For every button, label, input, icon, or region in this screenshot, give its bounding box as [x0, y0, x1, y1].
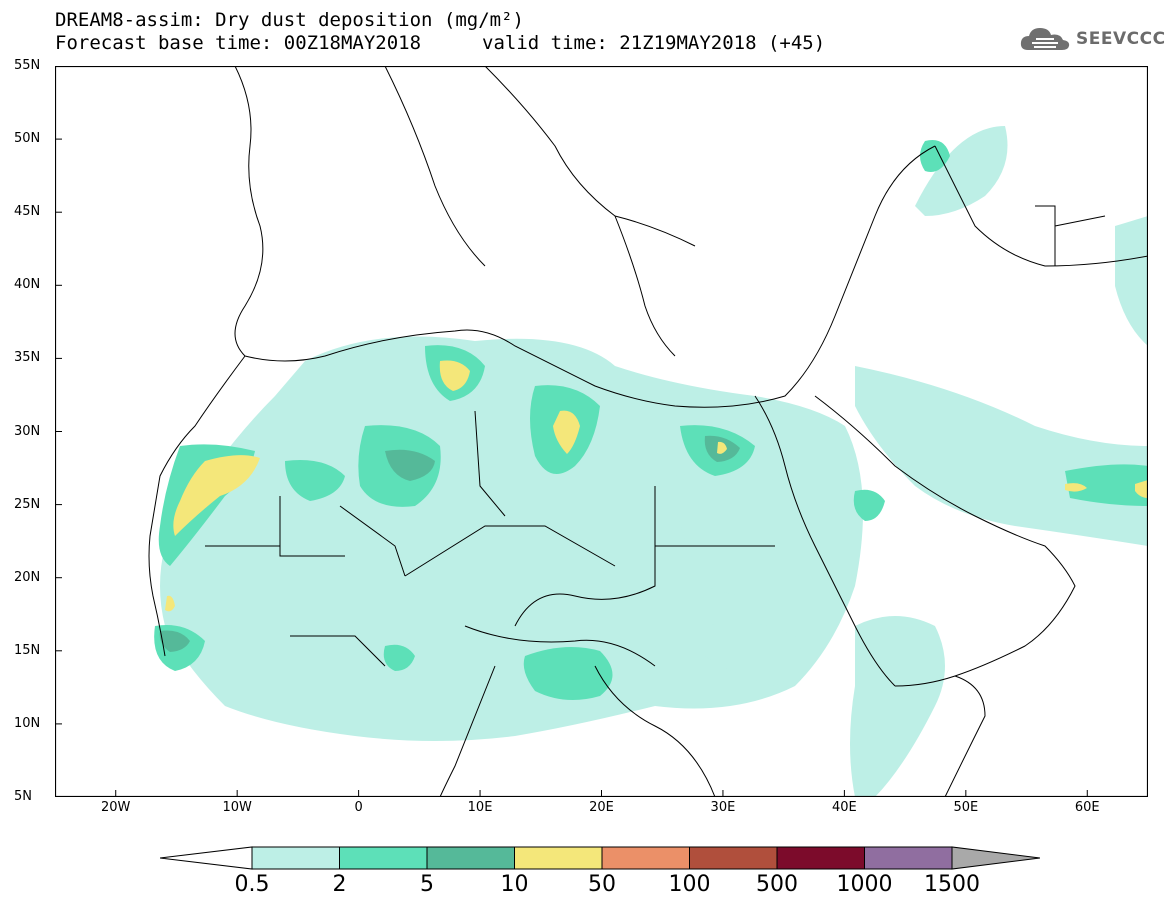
- lon-label: 10W: [222, 800, 252, 815]
- colorbar-swatch: [864, 846, 953, 870]
- colorbar-swatch: [251, 846, 340, 870]
- title-line-2: Forecast base time: 00Z18MAY2018: [55, 32, 422, 54]
- lon-label: 50E: [953, 800, 979, 815]
- colorbar: [160, 846, 1040, 870]
- lat-label: 5N: [14, 789, 32, 804]
- dust-deposition-field: [154, 126, 1148, 797]
- coastlines-and-borders: [148, 66, 1148, 797]
- colorbar-label: 1000: [836, 872, 893, 897]
- lat-label: 30N: [14, 423, 41, 439]
- lon-label: 40E: [831, 800, 857, 815]
- cloud-icon: [1020, 28, 1070, 50]
- lat-label: 50N: [14, 131, 41, 147]
- colorbar-label: 2: [332, 872, 347, 897]
- lat-label: 10N: [14, 715, 41, 731]
- valid-time: valid time: 21Z19MAY2018 (+45): [482, 32, 826, 54]
- axis-ticks: [55, 66, 1088, 797]
- title-line-1: DREAM8-assim: Dry dust deposition (mg/m²…: [55, 9, 524, 31]
- colorbar-label: 10: [500, 872, 529, 897]
- colorbar-swatch: [689, 846, 778, 870]
- lon-label: 0: [354, 800, 363, 815]
- logo-text: SEEVCCC: [1076, 29, 1165, 49]
- colorbar-label: 500: [756, 872, 798, 897]
- lat-label: 45N: [14, 204, 41, 220]
- colorbar-label: 100: [668, 872, 711, 897]
- lon-label: 20W: [101, 800, 131, 815]
- lat-label: 35N: [14, 350, 41, 366]
- colorbar-label: 5: [420, 872, 434, 897]
- lat-label: 40N: [14, 277, 41, 293]
- lon-label: 30E: [710, 800, 736, 815]
- lon-label: 20E: [589, 800, 614, 815]
- lat-label: 15N: [14, 642, 41, 658]
- colorbar-swatch: [426, 846, 515, 870]
- colorbar-label: 50: [588, 872, 616, 897]
- colorbar-over-triangle: [951, 846, 1040, 870]
- colorbar-swatch: [339, 846, 428, 870]
- lat-label: 55N: [14, 58, 41, 73]
- colorbar-swatch: [514, 846, 603, 870]
- seevccc-logo: SEEVCCC: [1018, 24, 1165, 54]
- colorbar-swatch: [601, 846, 690, 870]
- lat-label: 25N: [14, 496, 41, 512]
- colorbar-label: 0.5: [234, 872, 270, 897]
- colorbar-swatch: [776, 846, 865, 870]
- lon-label: 10E: [467, 800, 493, 815]
- lon-label: 60E: [1074, 800, 1100, 815]
- colorbar-under-triangle: [160, 846, 253, 870]
- colorbar-label: 1500: [924, 872, 980, 897]
- lat-label: 20N: [14, 569, 41, 585]
- map-plot: [55, 66, 1148, 797]
